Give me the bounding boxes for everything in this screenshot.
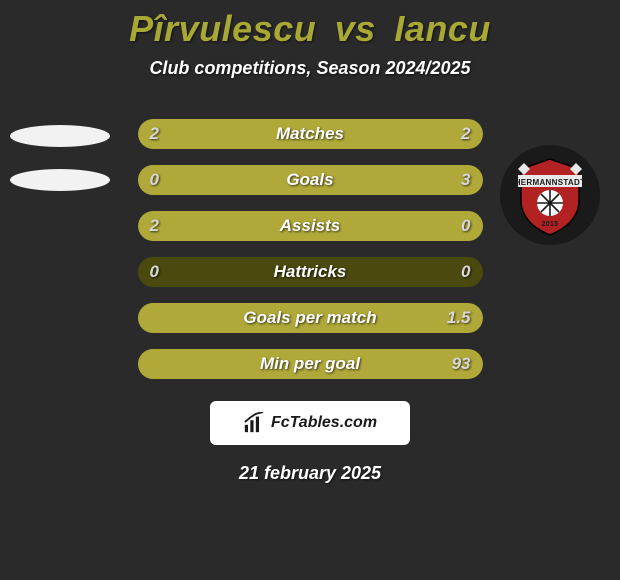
stat-row: 2 Assists 0 [138,211,483,241]
stat-value-right: 3 [461,170,470,190]
stat-row: Goals per match 1.5 [138,303,483,333]
footer-text: FcTables.com [271,414,377,432]
stat-label: Min per goal [260,354,360,374]
stat-value-right: 1.5 [447,308,471,328]
crest-svg [500,145,600,245]
stat-value-right: 0 [461,262,470,282]
club-crest: HERMANNSTADT 2015 [500,145,600,245]
badge-right: HERMANNSTADT 2015 [500,125,600,225]
subtitle: Club competitions, Season 2024/2025 [0,58,620,79]
stat-row: Min per goal 93 [138,349,483,379]
title: Pîrvulescu vs Iancu [0,8,620,50]
stat-row: 0 Hattricks 0 [138,257,483,287]
stat-value-left: 2 [150,124,159,144]
stat-value-left: 2 [150,216,159,236]
placeholder-ellipse [10,169,110,191]
stat-label: Assists [280,216,340,236]
stat-label: Goals per match [243,308,376,328]
vs-label: vs [335,8,376,49]
chart-icon [243,412,265,434]
stat-label: Matches [276,124,344,144]
crest-text-bottom: 2015 [542,221,559,228]
player2-name: Iancu [394,8,491,49]
footer-badge: FcTables.com [210,401,410,445]
stat-value-right: 93 [452,354,471,374]
stat-value-right: 0 [461,216,470,236]
stat-row: 0 Goals 3 [138,165,483,195]
stat-value-right: 2 [461,124,470,144]
player1-name: Pîrvulescu [129,8,316,49]
stat-value-left: 0 [150,262,159,282]
placeholder-ellipse [10,125,110,147]
stat-label: Hattricks [274,262,347,282]
stat-value-left: 0 [150,170,159,190]
stat-bars: 2 Matches 2 0 Goals 3 2 Assists 0 0 Hattricks 0 Goal… [138,119,483,379]
stat-row: 2 Matches 2 [138,119,483,149]
badge-left [10,125,110,205]
comparison-card: Pîrvulescu vs Iancu Club competitions, S… [0,0,620,580]
crest-text-top: HERMANNSTADT [515,178,586,187]
date-label: 21 february 2025 [0,463,620,484]
stat-label: Goals [286,170,333,190]
